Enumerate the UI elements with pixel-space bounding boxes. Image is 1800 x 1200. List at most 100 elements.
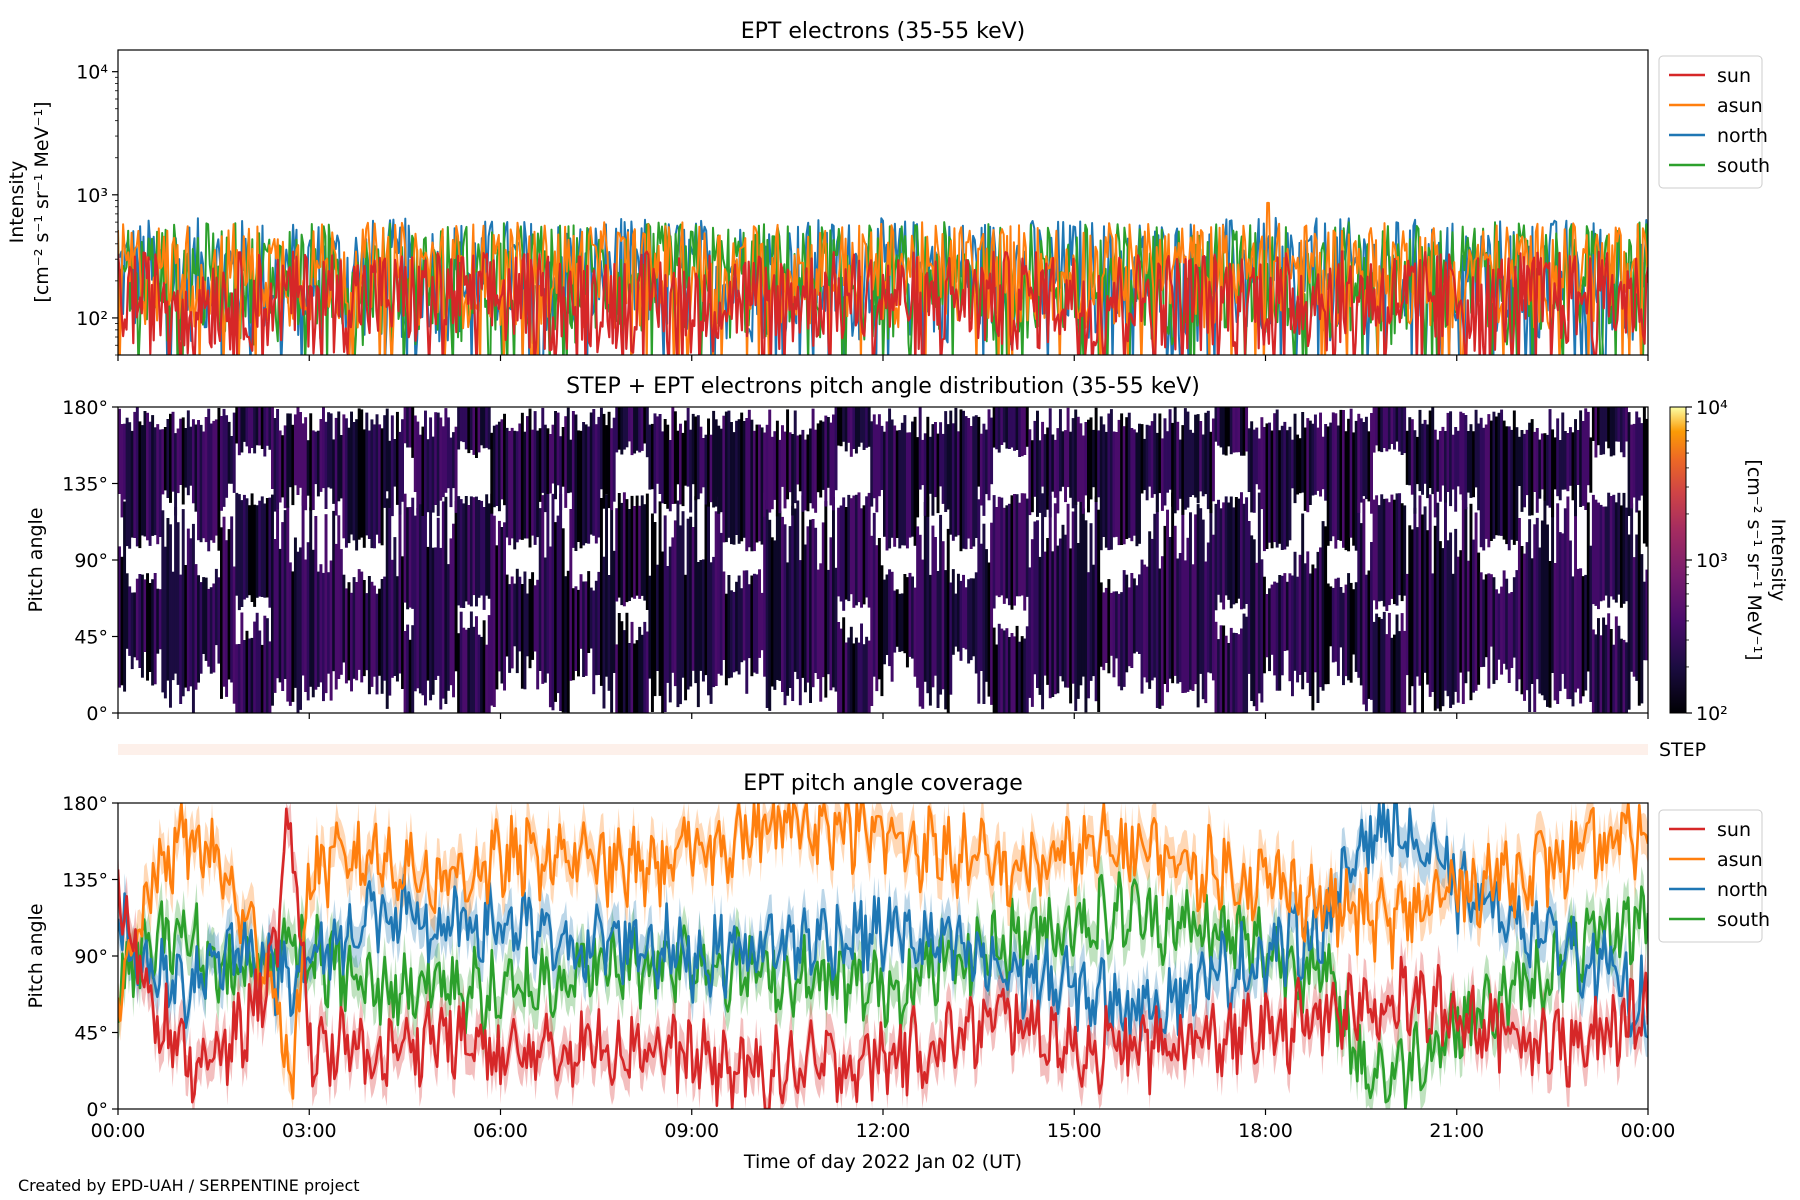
heatmap-cell bbox=[319, 564, 323, 683]
legend-label-south: south bbox=[1717, 155, 1770, 177]
heatmap-cell bbox=[1076, 416, 1080, 502]
heatmap-cell bbox=[653, 413, 657, 514]
heatmap-cell bbox=[1380, 407, 1384, 453]
heatmap-cell bbox=[1237, 634, 1241, 713]
heatmap-cell bbox=[867, 640, 871, 713]
heatmap-cell bbox=[923, 502, 927, 682]
heatmap-cell bbox=[276, 409, 280, 510]
heatmap-cell bbox=[1201, 519, 1205, 700]
heatmap-cell bbox=[844, 507, 848, 600]
heatmap-cell bbox=[803, 439, 807, 511]
heatmap-cell bbox=[1153, 513, 1157, 678]
heatmap-cell bbox=[857, 492, 861, 603]
heatmap-cell bbox=[1064, 430, 1067, 503]
heatmap-cell bbox=[1117, 419, 1121, 546]
heatmap-cell bbox=[362, 429, 366, 548]
heatmap-cell bbox=[625, 612, 629, 713]
heatmap-cell bbox=[1586, 411, 1590, 486]
heatmap-cell bbox=[1283, 421, 1287, 550]
heatmap-cell bbox=[949, 582, 953, 695]
heatmap-cell bbox=[712, 556, 716, 688]
heatmap-cell bbox=[1637, 510, 1641, 706]
heatmap-cell bbox=[1584, 408, 1588, 510]
heatmap-cell bbox=[120, 424, 124, 518]
heatmap-cell bbox=[380, 579, 384, 694]
heatmap-cell bbox=[202, 431, 206, 539]
heatmap-cell bbox=[824, 501, 828, 698]
heatmap-cell bbox=[148, 583, 152, 672]
heatmap-cell bbox=[1038, 440, 1042, 513]
heatmap-cell bbox=[936, 433, 940, 514]
heatmap-cell bbox=[1293, 551, 1297, 671]
heatmap-cell bbox=[174, 433, 178, 516]
x-tick-label: 12:00 bbox=[856, 1120, 911, 1142]
heatmap-cell bbox=[951, 423, 955, 541]
heatmap-cell bbox=[847, 407, 851, 443]
heatmap-cell bbox=[717, 425, 721, 514]
heatmap-cell bbox=[1472, 539, 1475, 693]
heatmap-cell bbox=[844, 407, 848, 452]
heatmap-cell bbox=[1599, 504, 1603, 602]
heatmap-cell bbox=[1015, 625, 1019, 713]
heatmap-cell bbox=[1135, 585, 1139, 652]
heatmap-cell bbox=[1217, 639, 1220, 713]
heatmap-cell bbox=[834, 567, 838, 692]
heatmap-cell bbox=[1436, 502, 1440, 709]
heatmap-cell bbox=[1229, 496, 1233, 609]
heatmap-cell bbox=[954, 593, 958, 647]
heatmap-cell bbox=[1020, 636, 1024, 713]
heatmap-cell bbox=[520, 584, 524, 689]
heatmap-cell bbox=[1347, 573, 1351, 681]
heatmap-cell bbox=[495, 545, 499, 690]
heatmap-cell bbox=[633, 506, 637, 599]
heatmap-cell bbox=[1301, 412, 1305, 493]
heatmap-cell bbox=[781, 516, 784, 692]
heatmap-cell bbox=[837, 622, 841, 713]
heatmap-cell bbox=[987, 409, 991, 501]
heatmap-cell bbox=[1092, 429, 1096, 488]
heatmap-cell bbox=[1525, 429, 1529, 496]
heatmap-cell bbox=[393, 439, 397, 487]
heatmap-cell bbox=[571, 411, 575, 548]
heatmap-cell bbox=[541, 495, 545, 684]
heatmap-cell bbox=[893, 425, 897, 547]
heatmap-cell bbox=[1074, 496, 1078, 711]
heatmap-cell bbox=[1400, 613, 1404, 713]
heatmap-cell bbox=[592, 409, 596, 536]
heatmap-cell bbox=[1523, 553, 1526, 701]
heatmap-cell bbox=[615, 407, 619, 453]
heatmap-cell bbox=[755, 424, 759, 543]
heatmap-cell bbox=[416, 508, 420, 689]
heatmap-cell bbox=[1150, 538, 1154, 681]
heatmap-cell bbox=[561, 528, 565, 713]
heatmap-cell bbox=[946, 424, 950, 510]
heatmap-cell bbox=[1270, 430, 1274, 549]
x-tick-label: 18:00 bbox=[1238, 1120, 1293, 1142]
heatmap-cell bbox=[140, 574, 144, 678]
heatmap-cell bbox=[1023, 407, 1027, 455]
heatmap-cell bbox=[1071, 418, 1075, 509]
heatmap-cell bbox=[1145, 424, 1149, 501]
heatmap-cell bbox=[299, 547, 302, 710]
heatmap-cell bbox=[745, 418, 749, 552]
heatmap-cell bbox=[681, 432, 685, 507]
heatmap-cell bbox=[704, 434, 708, 505]
heatmap-cell bbox=[255, 612, 259, 713]
heatmap-cell bbox=[1528, 519, 1532, 712]
heatmap-cell bbox=[1025, 626, 1029, 713]
heatmap-cell bbox=[888, 569, 892, 667]
heatmap-cell bbox=[895, 589, 899, 647]
heatmap-cell bbox=[370, 581, 374, 687]
heatmap-cell bbox=[1227, 502, 1231, 600]
heatmap-cell bbox=[1456, 430, 1460, 487]
heatmap-cell bbox=[1122, 426, 1126, 545]
heatmap-cell bbox=[972, 578, 976, 657]
heatmap-cell bbox=[1268, 588, 1271, 672]
heatmap-cell bbox=[559, 436, 563, 511]
heatmap-cell bbox=[630, 407, 634, 456]
heatmap-cell bbox=[908, 432, 912, 538]
heatmap-cell bbox=[847, 637, 851, 713]
heatmap-cell bbox=[1298, 438, 1302, 494]
heatmap-cell bbox=[271, 407, 274, 489]
heatmap-cell bbox=[640, 495, 644, 596]
